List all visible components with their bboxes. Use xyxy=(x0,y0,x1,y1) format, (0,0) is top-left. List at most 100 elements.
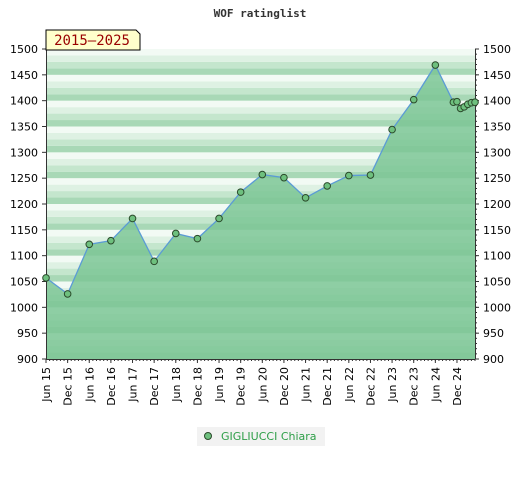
y-tick-label-right: 1400 xyxy=(483,95,511,108)
data-point xyxy=(280,173,288,182)
background-band xyxy=(46,165,475,172)
legend-marker-icon xyxy=(204,432,212,440)
x-tick-label: Jun 21 xyxy=(300,367,313,403)
background-band xyxy=(46,87,475,95)
y-axis-left-labels: 900 950 1000 1050 1100 1150 1200 1250 1300 1350 14… xyxy=(10,43,38,366)
data-markers xyxy=(42,61,479,298)
background-band xyxy=(46,132,475,140)
data-point xyxy=(128,214,137,223)
x-tick-label: Dec 18 xyxy=(191,367,204,406)
data-point xyxy=(107,236,115,245)
y-tick-label-left: 1250 xyxy=(10,172,38,185)
data-point xyxy=(42,274,50,282)
y-tick-label-left: 900 xyxy=(17,353,38,366)
data-point xyxy=(215,214,223,223)
legend-box xyxy=(197,427,325,446)
x-tick-label: Jun 17 xyxy=(127,367,140,403)
x-tick-label: Dec 17 xyxy=(148,367,161,406)
y-tick-label-left: 1200 xyxy=(10,198,38,211)
x-tick-label: Dec 22 xyxy=(364,367,377,406)
data-point xyxy=(345,171,353,180)
data-point xyxy=(258,170,267,179)
period-label-box xyxy=(45,29,141,51)
y-tick-label-left: 1350 xyxy=(10,121,38,134)
y-tick-label-left: 1500 xyxy=(10,43,38,56)
x-tick-label: Dec 23 xyxy=(408,367,421,406)
data-point xyxy=(236,188,245,196)
period-label-text: 2015–2025 xyxy=(54,33,130,49)
background-band xyxy=(46,49,475,56)
legend: GIGLIUCCI Chiara xyxy=(197,427,325,446)
x-tick-label: Jun 20 xyxy=(256,367,269,403)
background-band xyxy=(46,152,475,159)
x-tick-label: Jun 19 xyxy=(213,367,226,403)
y-tick-label-right: 1350 xyxy=(483,121,511,134)
background-band xyxy=(46,68,475,75)
data-point xyxy=(63,290,72,298)
background-band xyxy=(46,100,475,108)
background-band xyxy=(46,158,475,166)
y-axis-right-labels: 900 950 1000 1050 1100 1150 1200 1250 1300 1350 14… xyxy=(483,43,511,366)
background-band xyxy=(46,74,475,82)
data-point xyxy=(471,98,479,107)
y-tick-label-right: 1500 xyxy=(483,43,511,56)
data-point xyxy=(171,229,180,238)
y-tick-label-right: 1150 xyxy=(483,224,511,237)
y-tick-label-right: 1250 xyxy=(483,172,511,185)
legend-series-name: GIGLIUCCI Chiara xyxy=(221,430,317,443)
x-axis-labels: Jun 15 Dec 15 Jun 16 Dec 16 Jun 17 Dec 17 Jun … xyxy=(40,367,464,406)
data-point xyxy=(150,257,158,266)
y-tick-label-right: 1300 xyxy=(483,146,511,159)
background-band xyxy=(46,107,475,114)
y-tick-label-left: 1150 xyxy=(10,224,38,237)
x-tick-label: Jun 24 xyxy=(429,367,442,403)
x-tick-label: Jun 18 xyxy=(170,367,183,403)
y-tick-label-left: 1400 xyxy=(10,95,38,108)
chart-title: WOF ratinglist xyxy=(214,7,307,20)
data-point xyxy=(366,171,375,179)
x-tick-label: Jun 22 xyxy=(343,367,356,403)
x-tick-label: Dec 19 xyxy=(235,367,248,406)
background-band xyxy=(46,94,475,101)
y-tick-label-right: 900 xyxy=(483,353,504,366)
data-point xyxy=(453,97,461,106)
background-band xyxy=(46,61,475,69)
y-tick-label-left: 1100 xyxy=(10,250,38,263)
x-tick-label: Dec 20 xyxy=(278,367,291,406)
background-band xyxy=(46,81,475,88)
background-band xyxy=(46,120,475,127)
y-tick-label-right: 1000 xyxy=(483,301,511,314)
y-tick-label-right: 950 xyxy=(483,327,504,340)
rating-area-fill xyxy=(46,65,475,360)
data-point xyxy=(323,182,331,190)
background-band xyxy=(46,126,475,133)
y-tick-label-left: 1000 xyxy=(10,301,38,314)
period-label: 2015–2025 xyxy=(45,29,141,51)
y-tick-label-right: 1050 xyxy=(483,276,511,289)
x-tick-label: Dec 16 xyxy=(105,367,118,406)
x-tick-label: Jun 23 xyxy=(386,367,399,403)
data-point xyxy=(301,194,310,202)
y-tick-label-left: 1050 xyxy=(10,276,38,289)
x-tick-label: Dec 15 xyxy=(62,367,75,406)
x-tick-label: Jun 15 xyxy=(40,367,53,403)
background-band xyxy=(46,113,475,121)
axes xyxy=(42,48,479,363)
x-tick-label: Jun 16 xyxy=(83,367,96,403)
y-tick-label-right: 1100 xyxy=(483,250,511,263)
data-point xyxy=(409,95,418,104)
x-tick-label: Dec 24 xyxy=(451,367,464,406)
y-tick-label-right: 1450 xyxy=(483,69,511,82)
y-tick-label-left: 1300 xyxy=(10,146,38,159)
y-tick-label-left: 950 xyxy=(17,327,38,340)
data-point xyxy=(388,125,396,134)
data-point xyxy=(431,61,440,69)
x-tick-label: Dec 21 xyxy=(321,367,334,406)
background-band xyxy=(46,145,475,153)
y-tick-label-left: 1450 xyxy=(10,69,38,82)
background-band xyxy=(46,139,475,146)
data-point xyxy=(85,240,94,249)
data-point xyxy=(193,234,202,243)
background-band xyxy=(46,55,475,62)
